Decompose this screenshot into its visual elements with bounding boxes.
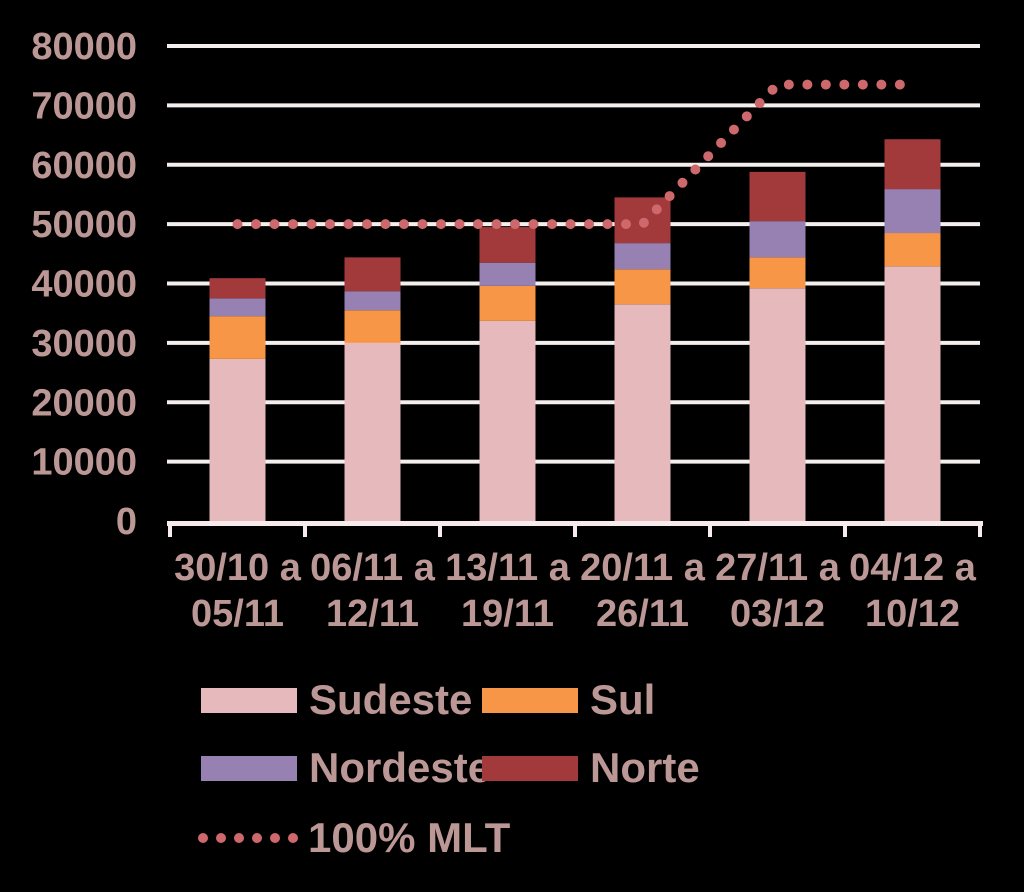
- x-tick-label: 03/12: [730, 593, 825, 635]
- stacked-bar-chart: 0 10000 20000 30000 40000 50000 60000 70000 8000…: [31, 26, 983, 635]
- y-tick-label: 80000: [31, 26, 137, 68]
- bar-segment-nordeste: [479, 262, 536, 286]
- y-tick-label: 50000: [31, 204, 137, 246]
- x-tick-label: 10/12: [865, 593, 960, 635]
- gridline: [167, 44, 980, 48]
- legend-label-norte: Norte: [590, 744, 700, 791]
- bar-segment-sudeste: [884, 266, 941, 521]
- bar-segment-norte: [209, 278, 266, 299]
- y-tick-label: 10000: [31, 442, 137, 484]
- bar-segment-sul: [749, 257, 806, 289]
- bar-segment-norte: [884, 139, 941, 190]
- y-tick-label: 30000: [31, 323, 137, 365]
- bar-segment-sul: [479, 285, 536, 321]
- dotted-line-swatch: [198, 833, 298, 843]
- legend-item-nordeste: Nordeste: [201, 746, 491, 790]
- x-tick-label: 12/11: [326, 593, 419, 635]
- legend-swatch-sul: [482, 687, 578, 713]
- y-tick-label: 70000: [31, 85, 137, 127]
- y-tick-label: 20000: [31, 382, 137, 424]
- bar-segment-sudeste: [344, 342, 401, 521]
- bar-segment-norte: [344, 257, 401, 292]
- gridline: [167, 103, 980, 108]
- x-axis-tick: [978, 521, 982, 537]
- x-tick-label: 30/10 a: [174, 547, 302, 589]
- x-tick-label: 06/11 a: [310, 547, 436, 589]
- legend-label-mlt: 100% MLT: [308, 814, 511, 861]
- bar-segment-norte: [749, 171, 806, 222]
- x-axis-tick: [843, 521, 847, 537]
- bar-segment-nordeste: [884, 189, 941, 234]
- x-tick-label: 04/12 a: [849, 547, 977, 589]
- y-tick-label: 40000: [31, 264, 137, 306]
- bar-segment-sul: [614, 269, 671, 305]
- bar-segment-sul: [344, 310, 401, 343]
- legend-item-mlt: 100% MLT: [198, 816, 510, 860]
- y-tick-label: 60000: [31, 145, 137, 187]
- legend-label-nordeste: Nordeste: [309, 744, 492, 791]
- x-tick-label: 26/11: [596, 593, 689, 635]
- x-axis-tick: [708, 521, 712, 537]
- legend-item-sul: Sul: [482, 678, 655, 722]
- bar-segment-sudeste: [614, 304, 671, 521]
- gridline: [167, 340, 980, 345]
- bar-segment-sudeste: [749, 288, 806, 521]
- bar-segment-nordeste: [749, 221, 806, 258]
- x-axis-tick: [168, 521, 172, 537]
- x-tick-label: 19/11: [461, 593, 554, 635]
- gridline: [167, 281, 980, 286]
- bar-segment-sudeste: [479, 320, 536, 521]
- bar-segment-sul: [884, 233, 941, 267]
- mlt-dotted-line: [232, 79, 918, 230]
- legend-swatch-nordeste: [201, 755, 297, 781]
- bar-segment-norte: [479, 227, 536, 263]
- legend-label-sudeste: Sudeste: [309, 676, 473, 723]
- bar-segment-sul: [209, 316, 266, 359]
- x-tick-label: 27/11 a: [715, 547, 841, 589]
- bar-segment-nordeste: [344, 291, 401, 311]
- x-tick-label: 20/11 a: [580, 547, 706, 589]
- bar-segment-sudeste: [209, 358, 266, 521]
- legend-item-sudeste: Sudeste: [201, 678, 472, 722]
- x-axis-tick: [438, 521, 442, 537]
- y-tick-label: 0: [116, 501, 137, 543]
- gridline: [167, 459, 980, 464]
- legend-item-norte: Norte: [482, 746, 700, 790]
- legend-swatch-sudeste: [201, 687, 297, 713]
- bar-segment-nordeste: [614, 243, 671, 270]
- gridline: [167, 162, 980, 167]
- legend-label-sul: Sul: [590, 676, 656, 723]
- x-tick-label: 13/11 a: [445, 547, 571, 589]
- x-axis-tick: [573, 521, 577, 537]
- x-axis-tick: [303, 521, 307, 537]
- x-tick-label: 05/11: [191, 593, 284, 635]
- gridline: [167, 400, 980, 405]
- legend-swatch-norte: [482, 755, 578, 781]
- bar-segment-nordeste: [209, 298, 266, 317]
